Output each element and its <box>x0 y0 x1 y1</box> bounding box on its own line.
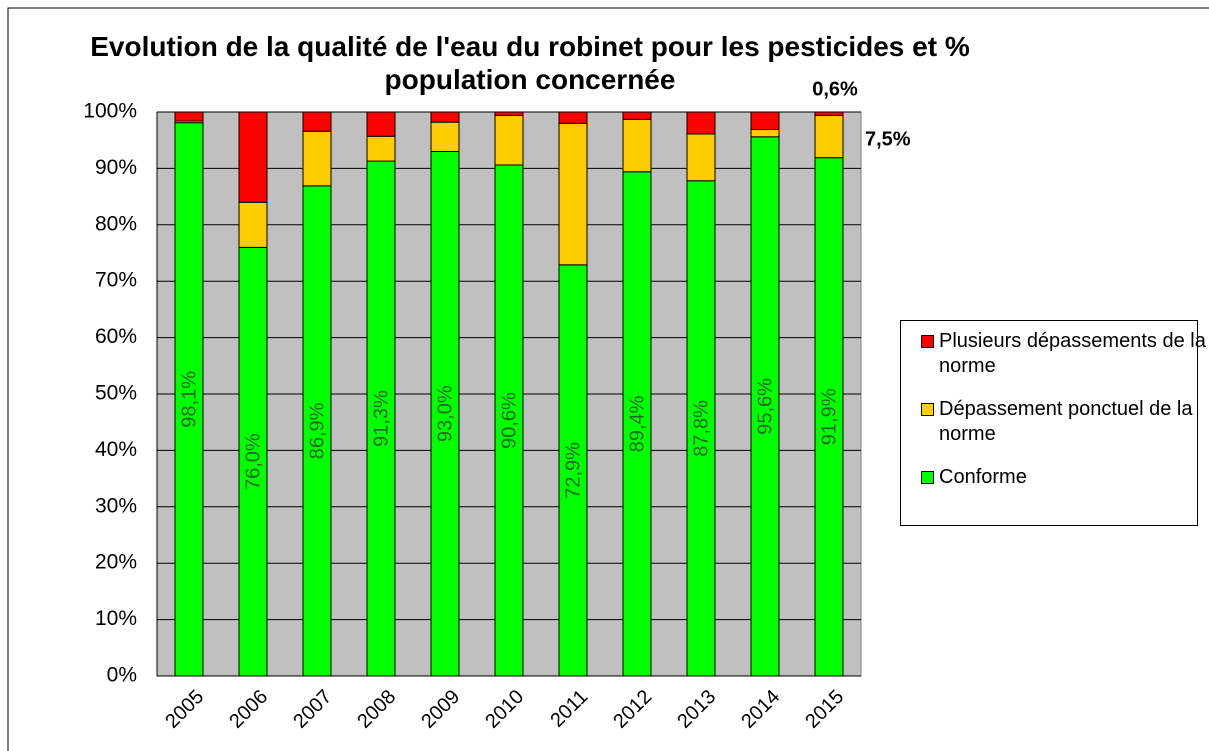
bar-segment <box>238 111 268 203</box>
bar-segment <box>750 128 780 138</box>
data-label: 76,0% <box>242 433 264 490</box>
x-tick-label: 2011 <box>546 686 592 732</box>
bar-segment <box>686 111 716 135</box>
x-tick-label: 2009 <box>417 686 464 733</box>
bar-segment <box>814 111 844 116</box>
bar-segment <box>622 111 652 120</box>
data-label: 72,9% <box>562 442 584 499</box>
legend: Plusieurs dépassements de la norme Dépass… <box>900 320 1206 526</box>
bar-segment <box>622 118 652 173</box>
bar-segment <box>814 114 844 159</box>
frame <box>7 7 1209 751</box>
bar-segment <box>750 111 780 130</box>
legend-item: Plusieurs dépassements de la norme <box>921 329 1209 379</box>
y-tick-label: 40% <box>95 438 137 461</box>
y-tick-label: 10% <box>95 607 137 630</box>
x-tick-label: 2012 <box>609 686 656 733</box>
bar-segment <box>366 160 396 677</box>
legend-swatch <box>921 335 934 348</box>
y-tick-label: 30% <box>95 494 137 517</box>
x-tick-label: 2005 <box>161 686 208 733</box>
legend-label: Dépassement ponctuel de la norme <box>939 398 1193 445</box>
x-tick-label: 2010 <box>481 686 528 733</box>
data-label: 90,6% <box>498 392 520 449</box>
data-label: 87,8% <box>690 400 712 457</box>
bar-segment <box>238 201 268 248</box>
bar-segment <box>366 111 396 137</box>
data-label: 95,6% <box>754 378 776 435</box>
legend-swatch <box>921 471 934 484</box>
legend-label: Plusieurs dépassements de la norme <box>939 330 1206 377</box>
data-label: 7,5% <box>865 128 911 150</box>
x-tick-label: 2008 <box>353 686 400 733</box>
bar-segment <box>430 150 460 677</box>
x-tick-label: 2014 <box>737 686 784 733</box>
y-tick-label: 60% <box>95 325 137 348</box>
data-label: 0,6% <box>812 78 858 100</box>
y-tick-label: 0% <box>107 664 137 687</box>
bar-segment <box>558 264 588 677</box>
data-label: 86,9% <box>306 402 328 459</box>
y-tick-label: 80% <box>95 212 137 235</box>
data-label: 98,1% <box>178 371 200 428</box>
bar-segment <box>174 122 204 677</box>
data-label: 91,9% <box>818 388 840 445</box>
bar-segment <box>302 185 332 677</box>
bar-segment <box>622 171 652 677</box>
data-label: 93,0% <box>434 385 456 442</box>
chart-title: Evolution de la qualité de l'eau du robi… <box>90 31 970 95</box>
legend-swatch <box>921 403 934 416</box>
x-tick-label: 2015 <box>801 686 848 733</box>
bar-segment <box>174 111 204 122</box>
x-tick-label: 2006 <box>225 686 272 733</box>
y-tick-label: 20% <box>95 551 137 574</box>
bar-segment <box>430 121 460 152</box>
bar-segment <box>302 111 332 132</box>
bar-segment <box>814 157 844 677</box>
bar-segment <box>302 130 332 187</box>
x-tick-label: 2013 <box>673 686 720 733</box>
bar-segment <box>494 114 524 166</box>
y-tick-label: 70% <box>95 269 137 292</box>
bar-segment <box>750 136 780 677</box>
bar-segment <box>238 246 268 677</box>
y-tick-label: 50% <box>95 382 137 405</box>
legend-item: Conforme <box>921 465 1209 490</box>
bar-segment <box>686 133 716 182</box>
data-label: 91,3% <box>370 390 392 447</box>
bar-segment <box>686 180 716 677</box>
legend-label: Conforme <box>939 466 1027 488</box>
y-tick-label: 100% <box>83 100 137 123</box>
bar-segment <box>494 164 524 677</box>
x-tick-label: 2007 <box>289 686 336 733</box>
bar-segment <box>494 111 524 116</box>
legend-item: Dépassement ponctuel de la norme <box>921 397 1209 447</box>
bar-segment <box>558 122 588 266</box>
y-tick-label: 90% <box>95 156 137 179</box>
bar-segment <box>366 135 396 162</box>
bar-segment <box>558 111 588 124</box>
bar-segment <box>430 111 460 123</box>
data-label: 89,4% <box>626 395 648 452</box>
